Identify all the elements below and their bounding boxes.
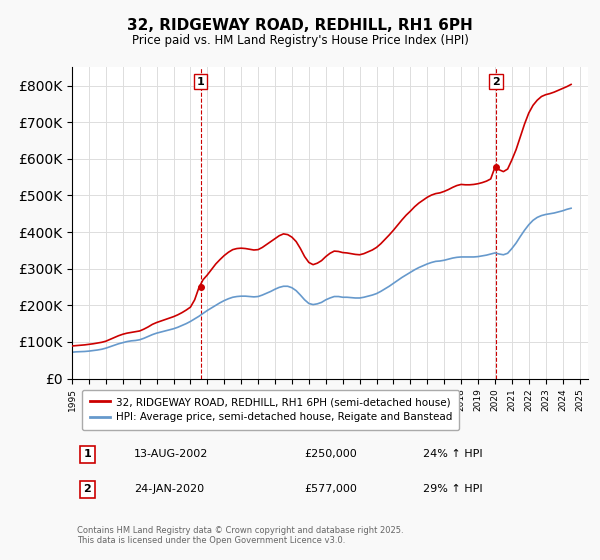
Text: 24% ↑ HPI: 24% ↑ HPI [423, 449, 482, 459]
Text: Contains HM Land Registry data © Crown copyright and database right 2025.
This d: Contains HM Land Registry data © Crown c… [77, 525, 404, 545]
Text: 2: 2 [492, 77, 500, 87]
Legend: 32, RIDGEWAY ROAD, REDHILL, RH1 6PH (semi-detached house), HPI: Average price, s: 32, RIDGEWAY ROAD, REDHILL, RH1 6PH (sem… [82, 390, 460, 430]
Text: 29% ↑ HPI: 29% ↑ HPI [423, 484, 482, 494]
Text: 1: 1 [197, 77, 205, 87]
Text: £577,000: £577,000 [304, 484, 357, 494]
Text: £250,000: £250,000 [304, 449, 357, 459]
Text: 1: 1 [83, 449, 91, 459]
Text: 24-JAN-2020: 24-JAN-2020 [134, 484, 204, 494]
Text: 13-AUG-2002: 13-AUG-2002 [134, 449, 208, 459]
Text: Price paid vs. HM Land Registry's House Price Index (HPI): Price paid vs. HM Land Registry's House … [131, 34, 469, 47]
Text: 2: 2 [83, 484, 91, 494]
Text: 32, RIDGEWAY ROAD, REDHILL, RH1 6PH: 32, RIDGEWAY ROAD, REDHILL, RH1 6PH [127, 18, 473, 32]
